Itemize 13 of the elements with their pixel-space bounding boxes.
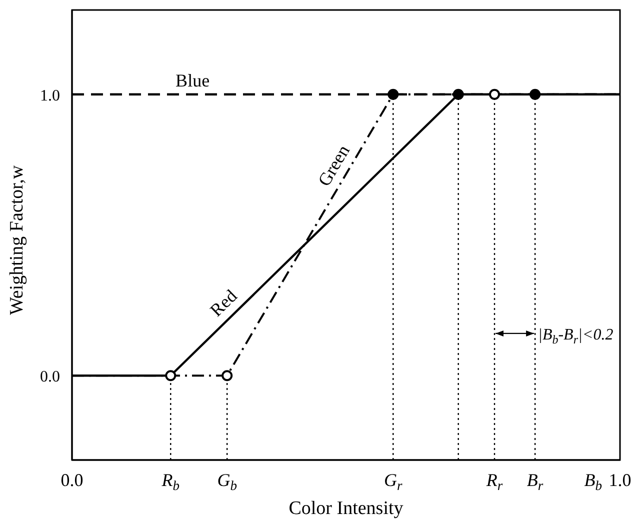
x-tick-label: R$_{r}$ bbox=[485, 470, 504, 494]
y-axis-title: Weighting Factor,w bbox=[6, 165, 28, 315]
x-tick-label: B$_{r}$ bbox=[526, 470, 544, 494]
x-tick-label: 1.0 bbox=[608, 470, 632, 490]
text: Red bbox=[206, 286, 241, 320]
x-axis-title: Color Intensity bbox=[288, 498, 404, 519]
x-tick-label: 0.0 bbox=[60, 470, 84, 490]
x-tick-label: B$_{b}$ bbox=[584, 470, 602, 494]
x-tick-label: G$_{b}$ bbox=[217, 470, 238, 494]
series-label: Blue bbox=[176, 70, 210, 90]
x-tick-label: R$_{b}$ bbox=[160, 470, 180, 494]
x-tick-label: G$_{r}$ bbox=[384, 470, 403, 494]
annotation: |B$_{b}$-B$_{r}$|<0.2 bbox=[538, 326, 614, 346]
